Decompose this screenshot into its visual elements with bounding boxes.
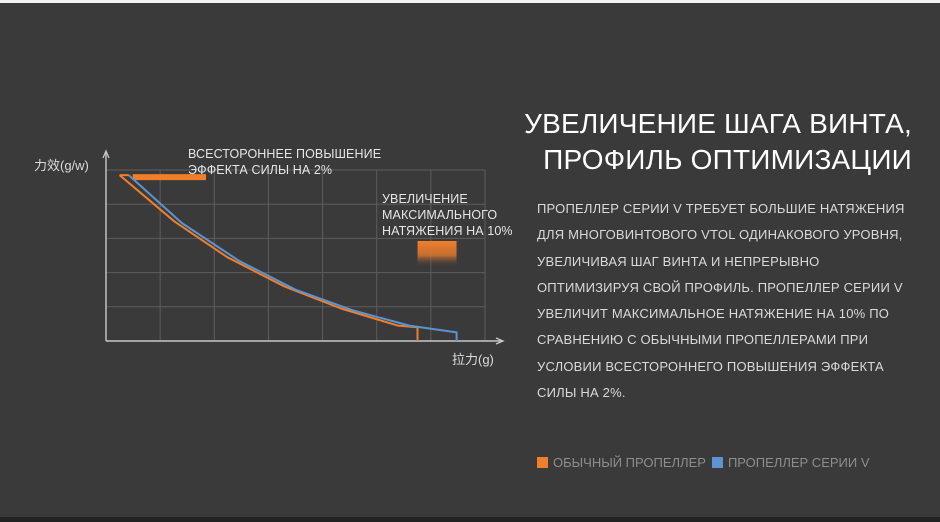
legend-swatch-v-series <box>711 457 723 468</box>
legend-item-standard: ОБЫЧНЫЙ ПРОПЕЛЛЕР <box>537 455 706 470</box>
description-text: ПРОПЕЛЛЕР СЕРИИ V ТРЕБУЕТ БОЛЬШИЕ НАТЯЖЕ… <box>537 201 905 401</box>
annotation-thrust-line-2: МАКСИМАЛЬНОГО <box>382 208 498 222</box>
chart-markers <box>132 174 457 267</box>
y-axis-arrow <box>102 149 110 159</box>
y-axis-label: 力效(g/w) <box>34 158 89 173</box>
title-line-1: УВЕЛИЧЕНИЕ ШАГА ВИНТА, <box>524 108 912 139</box>
x-axis-arrow <box>495 337 505 345</box>
chart-grid <box>106 169 486 341</box>
annotation-thrust-line-3: НАТЯЖЕНИЯ НА 10% <box>382 224 513 238</box>
title-line-2: ПРОФИЛЬ ОПТИМИЗАЦИИ <box>543 144 912 175</box>
legend-swatch-standard <box>537 457 548 468</box>
annotation-efficiency: ВСЕСТОРОННЕЕ ПОВЫШЕНИЕ ЭФФЕКТА СИЛЫ НА 2… <box>188 146 381 178</box>
annotation-thrust: УВЕЛИЧЕНИЕ МАКСИМАЛЬНОГО НАТЯЖЕНИЯ НА 10… <box>382 191 513 239</box>
series-line-v-series <box>128 174 458 341</box>
chart-series <box>118 174 458 341</box>
top-border <box>0 0 940 3</box>
chart-legend: ОБЫЧНЫЙ ПРОПЕЛЛЕР ПРОПЕЛЛЕР СЕРИИ V <box>537 455 876 470</box>
efficiency-gain-marker <box>132 174 206 181</box>
legend-label-v-series: ПРОПЕЛЛЕР СЕРИИ V <box>727 455 870 470</box>
annotation-thrust-line-1: УВЕЛИЧЕНИЕ <box>382 192 468 206</box>
annotation-efficiency-line-1: ВСЕСТОРОННЕЕ ПОВЫШЕНИЕ <box>188 147 382 161</box>
thrust-gain-marker <box>417 241 457 267</box>
bottom-border <box>0 517 940 522</box>
page-title: УВЕЛИЧЕНИЕ ШАГА ВИНТА, ПРОФИЛЬ ОПТИМИЗАЦ… <box>524 106 912 178</box>
legend-item-v-series: ПРОПЕЛЛЕР СЕРИИ V <box>711 455 870 470</box>
x-axis-label: 拉力(g) <box>452 352 494 367</box>
chart-axes <box>102 149 505 345</box>
annotation-efficiency-line-2: ЭФФЕКТА СИЛЫ НА 2% <box>188 163 333 177</box>
legend-label-standard: ОБЫЧНЫЙ ПРОПЕЛЛЕР <box>553 455 706 470</box>
